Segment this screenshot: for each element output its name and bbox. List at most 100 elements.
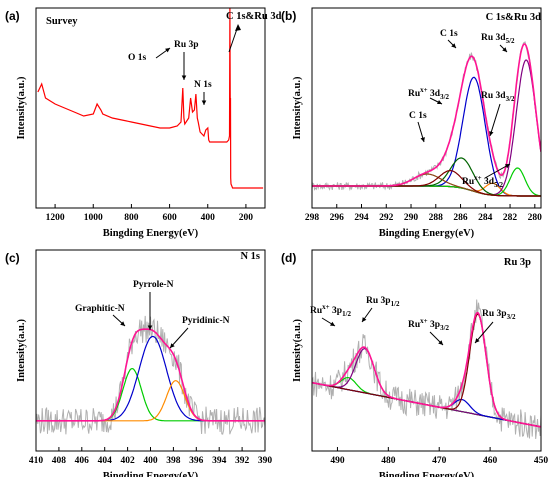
x-tick-label: 284 <box>478 213 493 223</box>
panel-1: 1200 1000 800 600 400 200 Bingding Energy(eV) I… <box>5 7 282 239</box>
peak-annotation: Ru 3d3/2 <box>481 91 515 103</box>
annotation-arrow <box>489 103 501 137</box>
panel-label: (c) <box>5 251 20 265</box>
y-axis-title: Intensity(a.u.) <box>16 318 27 382</box>
peak-annotation: Pyridinic-N <box>182 316 230 326</box>
x-tick-label: 280 <box>528 213 543 223</box>
arrow-head <box>147 325 153 330</box>
peak-annotation: Rux+ 3p1/2 <box>310 303 352 318</box>
arrow-head <box>489 131 494 136</box>
x-axis-title: Bingding Energy(eV) <box>103 471 199 477</box>
x-tick-label: 288 <box>429 213 444 223</box>
series-data-0 <box>37 8 264 189</box>
peak-annotation: O 1s <box>128 53 147 63</box>
panel-2: 298 296 294 292 290 288 286 284 282 280 Bingding E… <box>281 7 543 239</box>
arrow-head <box>165 48 170 53</box>
annotation-arrow <box>169 327 189 349</box>
arrow-head <box>437 100 442 104</box>
panel-title: Ru 3p <box>504 257 531 268</box>
peak-annotation: Ru 3p3/2 <box>482 309 516 321</box>
plot-area <box>36 315 265 435</box>
peak-annotation: Rux+ 3d5/2 <box>462 174 504 189</box>
x-tick-label: 1000 <box>84 213 103 223</box>
annotation-arrow <box>474 321 494 344</box>
arrow-head <box>420 137 425 142</box>
x-tick-label: 1200 <box>46 213 65 223</box>
series-envelope-9 <box>312 43 541 187</box>
series-envelope-6 <box>312 311 541 428</box>
plot-area <box>312 41 541 197</box>
x-tick-label: 294 <box>354 213 369 223</box>
x-tick-label: 410 <box>29 456 44 466</box>
arrow-head <box>235 24 241 31</box>
x-tick-label: 292 <box>379 213 394 223</box>
arrow-head <box>201 100 207 105</box>
arrow-head <box>502 47 507 52</box>
series-component-5 <box>312 313 541 428</box>
peak-annotation: Ru 3p1/2 <box>366 296 400 308</box>
x-tick-label: 450 <box>534 456 549 466</box>
peak-annotation: Rux+ 3d3/2 <box>408 86 450 101</box>
arrow-head <box>330 321 335 326</box>
x-tick-label: 400 <box>143 456 158 466</box>
arrow-head <box>181 75 187 80</box>
x-tick-label: 390 <box>258 456 273 466</box>
plot-frame <box>311 7 542 209</box>
x-axis-title: Bingding Energy(eV) <box>379 471 475 477</box>
arrow-head <box>451 43 456 48</box>
panel-title: N 1s <box>240 251 260 262</box>
x-tick-label: 404 <box>98 456 113 466</box>
peak-annotation: Graphitic-N <box>75 304 125 314</box>
y-axis-title: Intensity(a.u.) <box>292 318 303 382</box>
x-tick-label: 396 <box>189 456 204 466</box>
peak-annotation: C 1s <box>440 29 458 39</box>
x-tick-label: 296 <box>330 213 345 223</box>
peak-annotation: C 1s&Ru 3d <box>226 11 282 22</box>
plot-area <box>312 299 541 440</box>
y-axis-title: Intensity(a.u.) <box>16 76 27 140</box>
panel-4: 490 480 470 460 450 Bingding Energy(eV) Intens… <box>281 249 549 477</box>
x-tick-label: 490 <box>330 456 345 466</box>
peak-annotation: C 1s <box>409 111 427 121</box>
x-tick-label: 406 <box>75 456 90 466</box>
x-axis-title: Bingding Energy(eV) <box>103 228 199 239</box>
x-tick-label: 394 <box>212 456 227 466</box>
x-tick-label: 470 <box>432 456 447 466</box>
x-tick-label: 392 <box>235 456 250 466</box>
peak-annotation: Ru 3d5/2 <box>481 33 515 45</box>
arrow-head <box>505 164 510 169</box>
x-tick-label: 600 <box>162 213 177 223</box>
panel-label: (a) <box>5 9 20 23</box>
annotation-arrow <box>484 163 511 179</box>
series-component-2 <box>36 335 265 422</box>
x-tick-label: 398 <box>166 456 181 466</box>
plot-frame <box>35 7 266 209</box>
arrow-head <box>438 340 443 345</box>
x-tick-label: 298 <box>305 213 320 223</box>
plot-frame <box>311 249 542 452</box>
x-tick-label: 290 <box>404 213 419 223</box>
x-tick-label: 400 <box>201 213 216 223</box>
panel-title: Survey <box>46 16 78 27</box>
x-tick-label: 480 <box>381 456 396 466</box>
panel-3: 410 408 406 404 402 400 398 396 394 392 390 Bingdin… <box>5 249 273 477</box>
arrow-head <box>120 321 125 326</box>
series-component-1 <box>36 367 265 422</box>
x-tick-label: 286 <box>453 213 468 223</box>
x-tick-label: 800 <box>124 213 139 223</box>
x-tick-label: 200 <box>239 213 254 223</box>
peak-annotation: Pyrrole-N <box>133 280 174 290</box>
series-raw-0 <box>36 315 265 435</box>
peak-annotation: Rux+ 3p3/2 <box>408 317 450 332</box>
plot-area <box>37 8 264 189</box>
x-tick-label: 460 <box>483 456 498 466</box>
arrow-head <box>170 343 175 348</box>
panel-label: (b) <box>281 9 296 23</box>
x-axis-title: Bingding Energy(eV) <box>379 228 475 239</box>
x-tick-label: 408 <box>52 456 67 466</box>
series-raw-0 <box>312 41 541 192</box>
panel-label: (d) <box>281 251 296 265</box>
series-envelope-4 <box>36 328 265 422</box>
arrow-head <box>362 317 367 322</box>
